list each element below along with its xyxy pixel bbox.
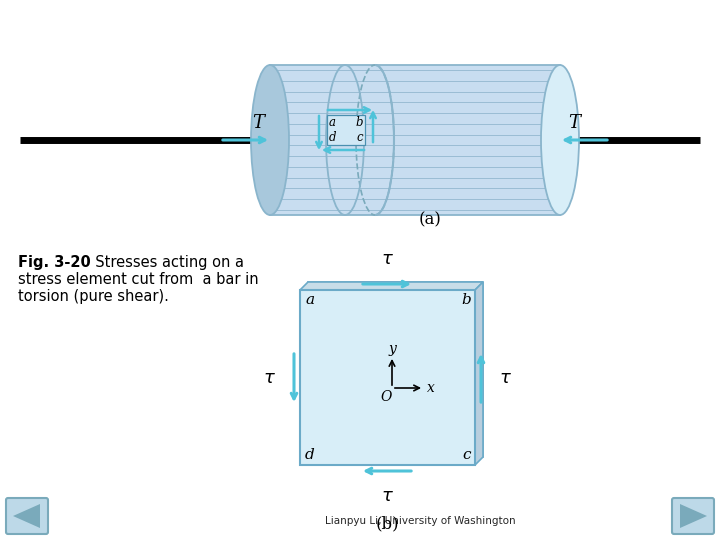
Polygon shape (300, 290, 475, 465)
Text: b: b (356, 116, 363, 129)
Text: $\tau$: $\tau$ (381, 250, 393, 268)
Polygon shape (300, 282, 483, 290)
Text: c: c (356, 131, 363, 144)
Text: torsion (pure shear).: torsion (pure shear). (18, 289, 169, 304)
Text: b: b (462, 293, 471, 307)
Text: O: O (380, 390, 392, 404)
Text: a: a (329, 116, 336, 129)
Text: Fig. 3-20: Fig. 3-20 (18, 255, 91, 270)
Ellipse shape (541, 65, 579, 215)
Text: x: x (427, 381, 435, 395)
Text: a: a (305, 293, 314, 307)
Text: d: d (305, 448, 315, 462)
Polygon shape (327, 115, 365, 145)
Text: Stresses acting on a: Stresses acting on a (86, 255, 244, 270)
Text: T: T (568, 114, 580, 132)
FancyBboxPatch shape (672, 498, 714, 534)
Polygon shape (475, 282, 483, 465)
Text: (b): (b) (375, 515, 399, 532)
Text: T: T (252, 114, 264, 132)
Polygon shape (270, 65, 560, 215)
Text: $\tau$: $\tau$ (499, 369, 512, 387)
Text: $\tau$: $\tau$ (263, 369, 276, 387)
Text: $\tau$: $\tau$ (381, 487, 393, 505)
Text: (a): (a) (418, 212, 441, 228)
Polygon shape (13, 504, 40, 528)
Ellipse shape (251, 65, 289, 215)
Text: d: d (329, 131, 336, 144)
Polygon shape (308, 282, 483, 457)
Polygon shape (680, 504, 707, 528)
Text: Lianpyu Li, University of Washington: Lianpyu Li, University of Washington (325, 516, 516, 526)
Text: stress element cut from  a bar in: stress element cut from a bar in (18, 272, 258, 287)
Text: y: y (388, 342, 396, 356)
FancyBboxPatch shape (6, 498, 48, 534)
Text: c: c (462, 448, 471, 462)
